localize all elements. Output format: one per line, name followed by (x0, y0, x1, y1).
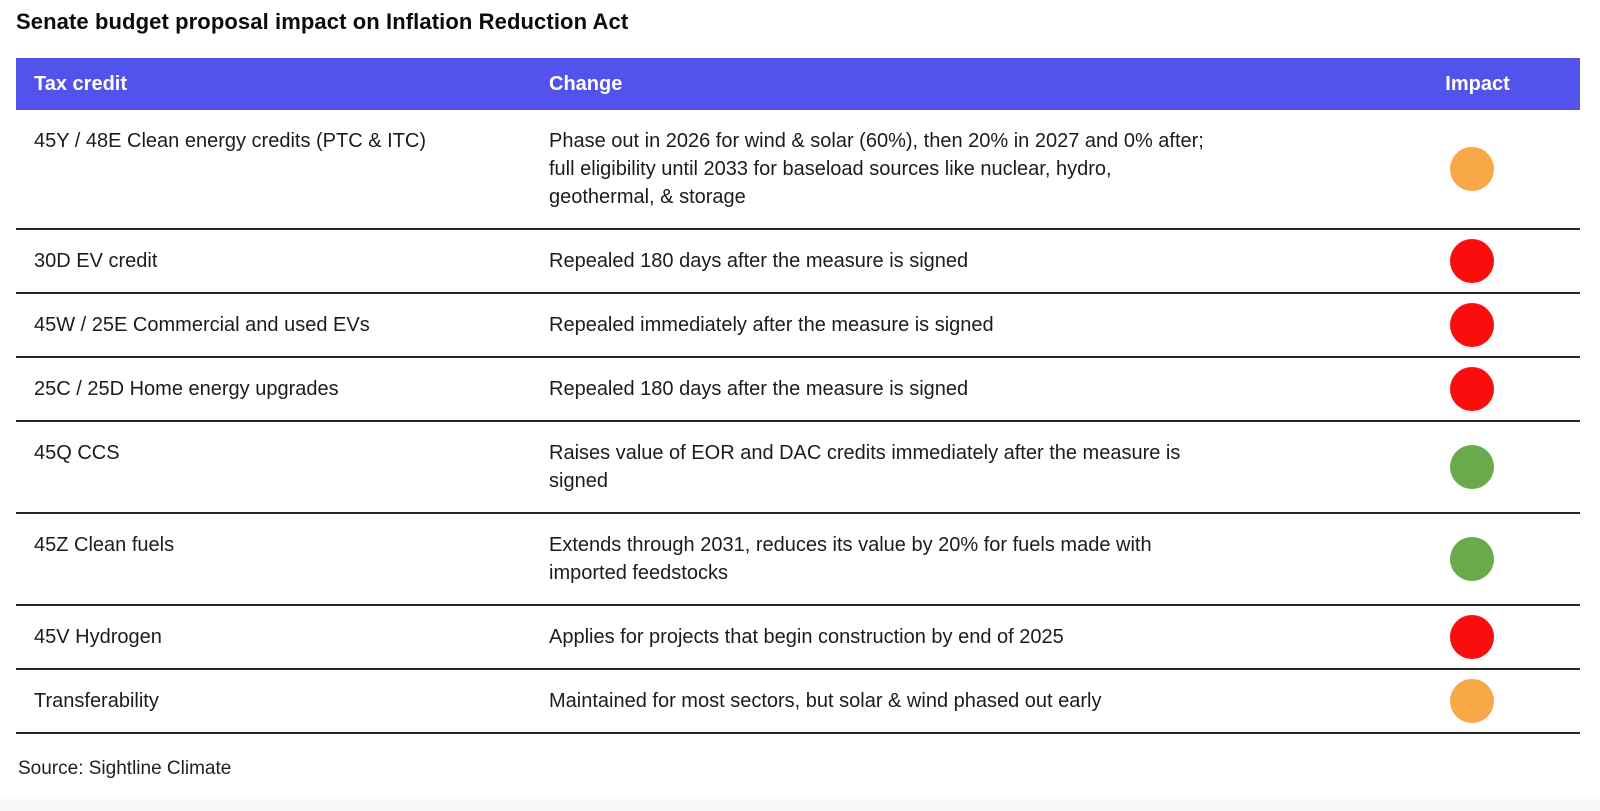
tax-credit-cell: Transferability (34, 690, 159, 712)
column-header-change: Change (549, 72, 623, 95)
table-row: 45Q CCS Raises value of EOR and DAC cred… (16, 422, 1580, 514)
tax-credit-cell: 25C / 25D Home energy upgrades (34, 378, 339, 400)
column-header-tax-credit: Tax credit (34, 72, 127, 95)
change-cell: Raises value of EOR and DAC credits imme… (549, 442, 1181, 492)
change-cell: Repealed 180 days after the measure is s… (549, 378, 969, 400)
impact-dot (1449, 147, 1494, 191)
change-cell: Phase out in 2026 for wind & solar (60%)… (549, 130, 1204, 208)
impact-dot (1449, 367, 1494, 411)
tax-credit-cell: 30D EV credit (34, 250, 158, 272)
tax-credit-cell: 45W / 25E Commercial and used EVs (34, 314, 370, 336)
table-row: 45V Hydrogen Applies for projects that b… (16, 606, 1580, 670)
impact-dot (1449, 239, 1494, 283)
impact-cell (1369, 110, 1574, 228)
impact-table: Tax credit Change Impact 45Y / 48E Clean… (16, 58, 1580, 734)
impact-cell (1369, 230, 1574, 292)
table-row: Transferability Maintained for most sect… (16, 670, 1580, 734)
impact-cell (1369, 670, 1574, 732)
tax-credit-cell: 45Q CCS (34, 442, 120, 464)
table-row: 30D EV credit Repealed 180 days after th… (16, 230, 1580, 294)
tax-credit-cell: 45Y / 48E Clean energy credits (PTC & IT… (34, 130, 427, 152)
impact-cell (1369, 514, 1574, 604)
impact-cell (1369, 358, 1574, 420)
page-title: Senate budget proposal impact on Inflati… (16, 9, 629, 34)
impact-dot (1449, 303, 1494, 347)
impact-dot (1449, 445, 1494, 489)
change-cell: Repealed 180 days after the measure is s… (549, 250, 969, 272)
table-row: 45Y / 48E Clean energy credits (PTC & IT… (16, 110, 1580, 230)
impact-cell (1369, 422, 1574, 512)
source-caption: Source: Sightline Climate (18, 758, 232, 779)
impact-dot (1449, 537, 1494, 581)
change-cell: Extends through 2031, reduces its value … (549, 534, 1152, 584)
change-cell: Applies for projects that begin construc… (549, 626, 1064, 648)
impact-cell (1369, 294, 1574, 356)
impact-cell (1369, 606, 1574, 668)
tax-credit-cell: 45V Hydrogen (34, 626, 162, 648)
change-cell: Repealed immediately after the measure i… (549, 314, 994, 336)
table-row: 45Z Clean fuels Extends through 2031, re… (16, 514, 1580, 606)
column-header-impact: Impact (1445, 72, 1510, 95)
impact-dot (1449, 615, 1494, 659)
bottom-page-strip (0, 799, 1600, 811)
table-row: 45W / 25E Commercial and used EVs Repeal… (16, 294, 1580, 358)
tax-credit-cell: 45Z Clean fuels (34, 534, 175, 556)
impact-dot (1449, 679, 1494, 723)
table-header-row: Tax credit Change Impact (16, 58, 1580, 110)
table-row: 25C / 25D Home energy upgrades Repealed … (16, 358, 1580, 422)
change-cell: Maintained for most sectors, but solar &… (549, 690, 1102, 712)
